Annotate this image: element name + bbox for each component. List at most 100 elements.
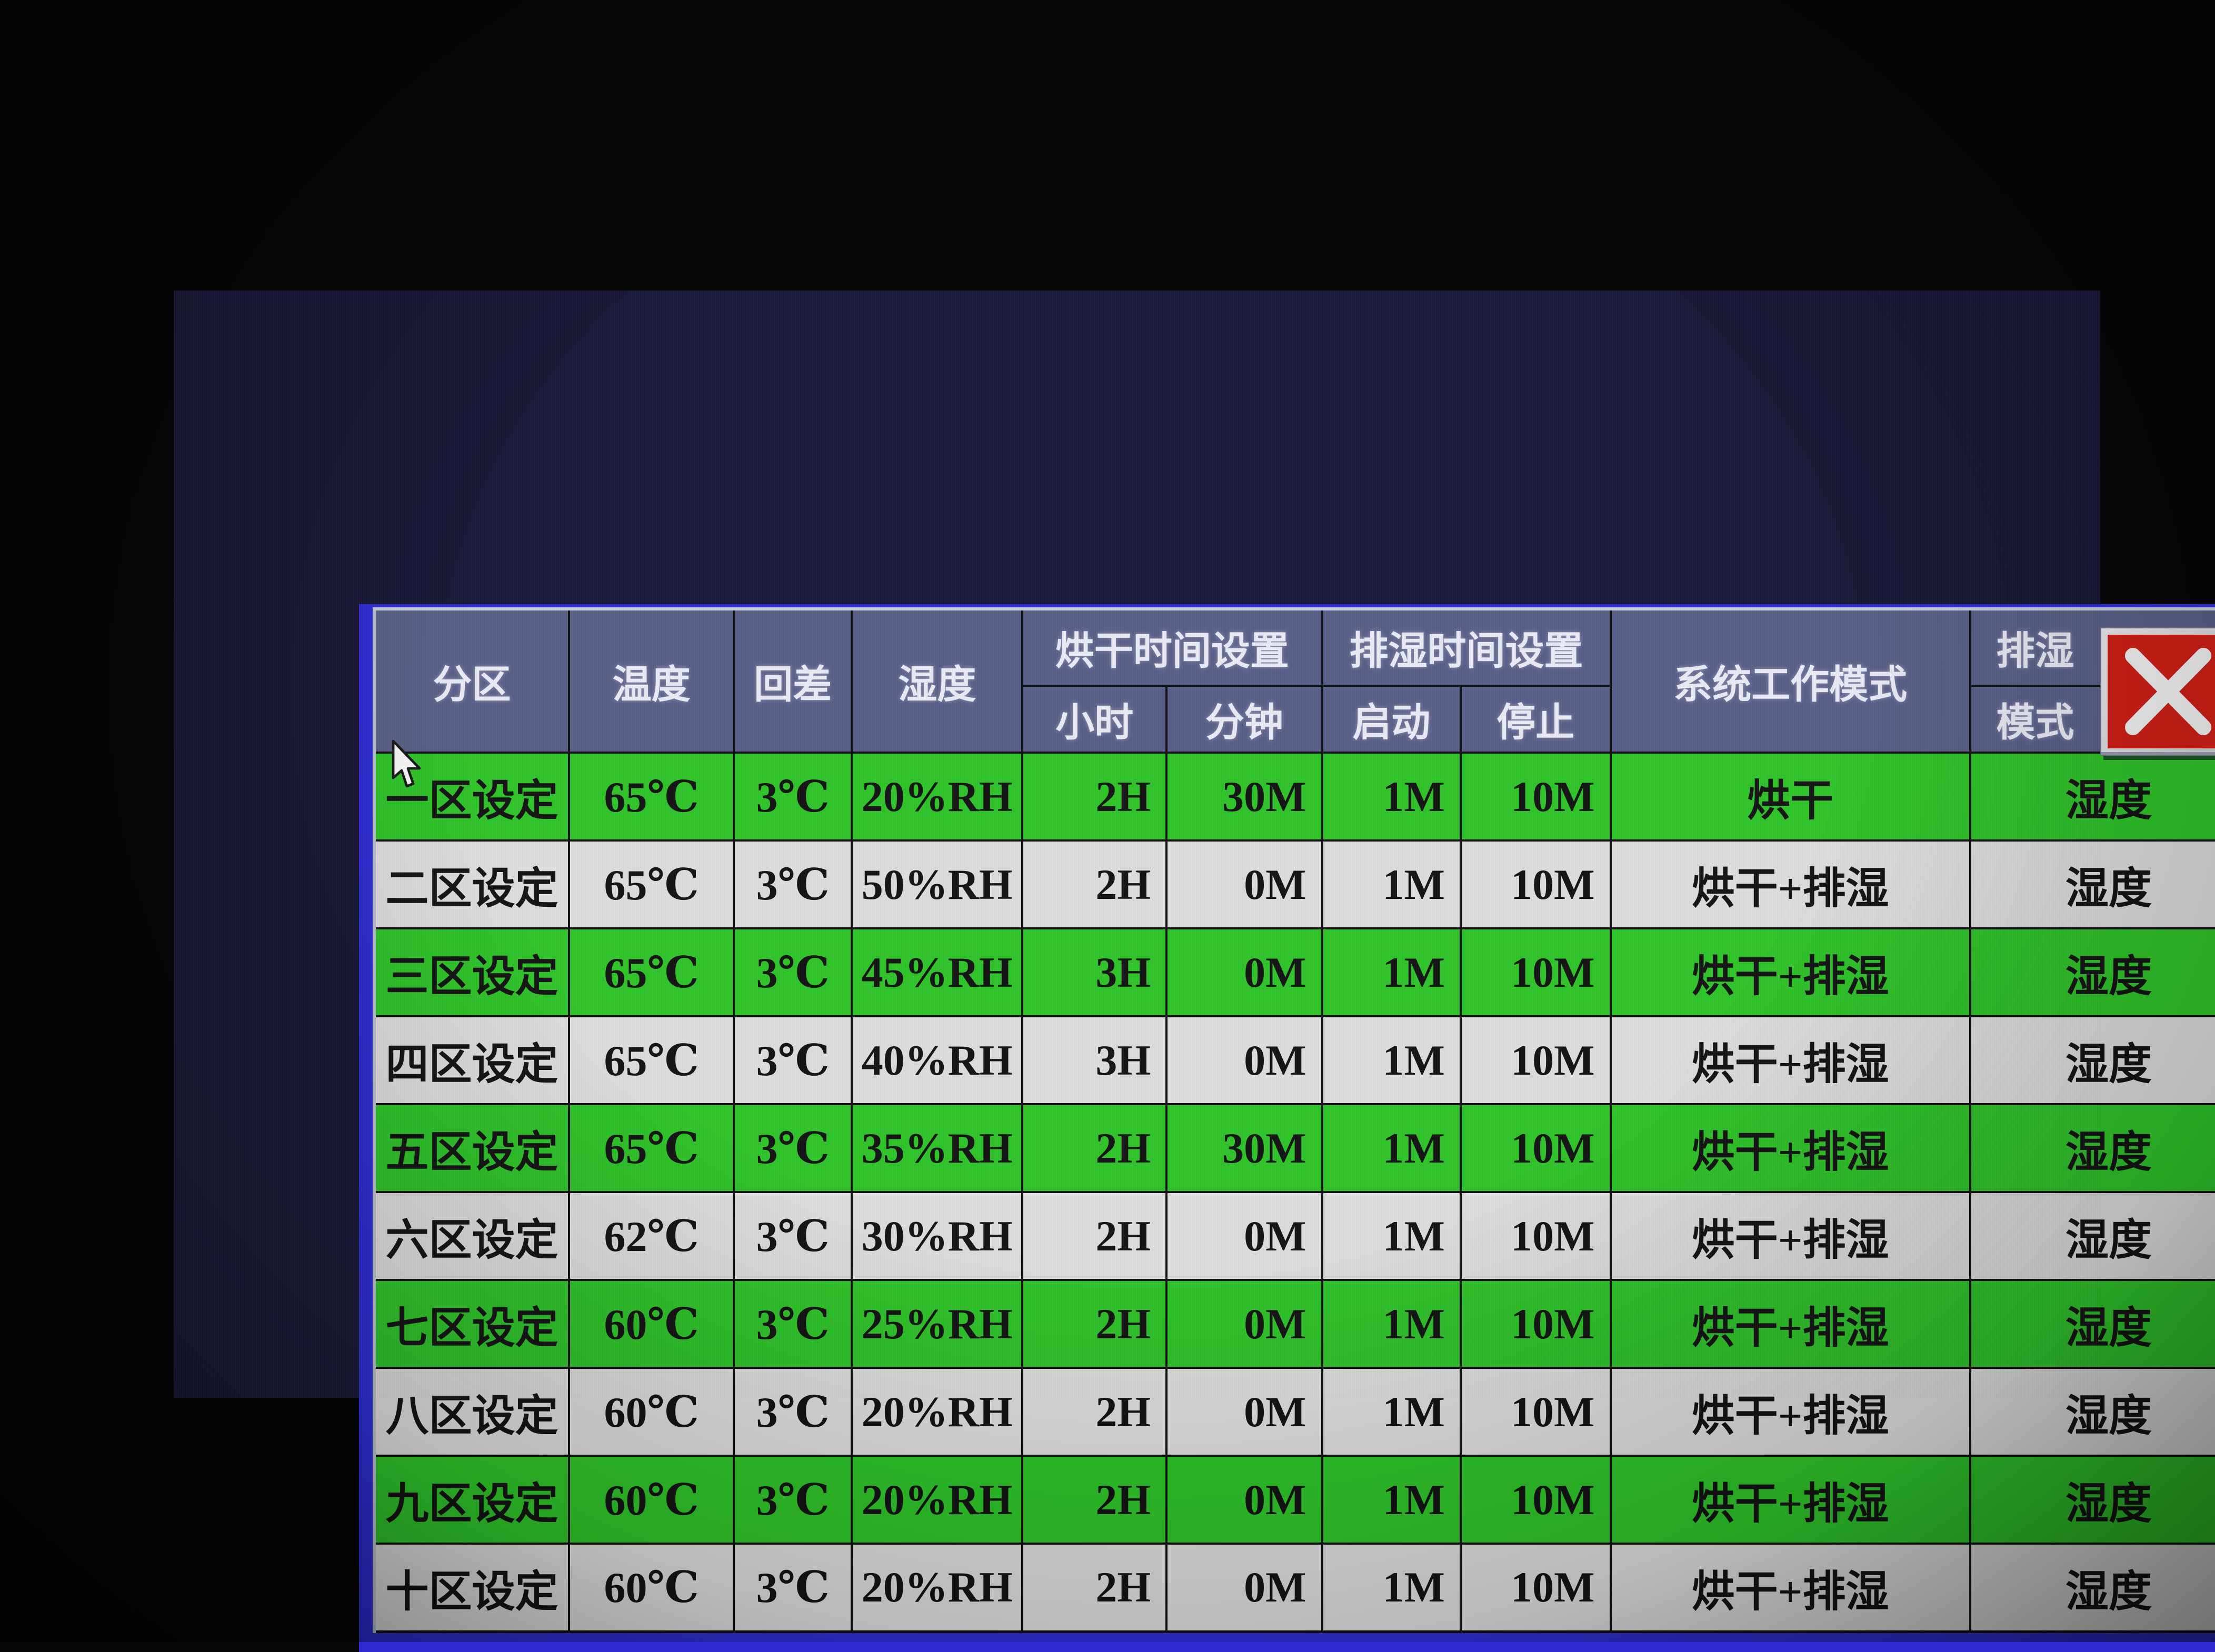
dehumidify-start-cell[interactable]: 1M xyxy=(1322,1192,1461,1280)
drying-hours-cell[interactable]: 2H xyxy=(1022,1104,1166,1192)
dehumidify-stop-cell[interactable]: 10M xyxy=(1461,1016,1611,1104)
temperature-setpoint-cell[interactable]: 60℃ xyxy=(569,1456,734,1544)
dehumidify-start-cell[interactable]: 1M xyxy=(1322,1544,1461,1631)
drying-hours-cell[interactable]: 2H xyxy=(1022,1280,1166,1368)
humidity-setpoint-cell[interactable]: 20%RH xyxy=(852,1368,1022,1456)
system-mode-cell[interactable]: 烘干+排湿 xyxy=(1611,840,1970,928)
dehumidify-mode-cell[interactable]: 湿度 xyxy=(1970,1544,2215,1631)
dehumidify-stop-cell[interactable]: 10M xyxy=(1461,1192,1611,1280)
dehumidify-stop-cell[interactable]: 10M xyxy=(1461,928,1611,1016)
system-mode-cell[interactable]: 烘干+排湿 xyxy=(1611,928,1970,1016)
drying-minutes-cell[interactable]: 0M xyxy=(1166,1368,1322,1456)
drying-hours-cell[interactable]: 2H xyxy=(1022,753,1166,840)
system-mode-cell[interactable]: 烘干+排湿 xyxy=(1611,1016,1970,1104)
drying-minutes-cell[interactable]: 0M xyxy=(1166,1456,1322,1544)
hysteresis-setpoint-cell[interactable]: 3℃ xyxy=(734,1456,852,1544)
temperature-setpoint-cell[interactable]: 65℃ xyxy=(569,840,734,928)
drying-minutes-cell[interactable]: 0M xyxy=(1166,1544,1322,1631)
hysteresis-setpoint-cell[interactable]: 3℃ xyxy=(734,1544,852,1631)
humidity-setpoint-cell[interactable]: 20%RH xyxy=(852,753,1022,840)
drying-minutes-cell[interactable]: 0M xyxy=(1166,1192,1322,1280)
humidity-setpoint-cell[interactable]: 20%RH xyxy=(852,1544,1022,1631)
temperature-setpoint-cell[interactable]: 65℃ xyxy=(569,753,734,840)
humidity-setpoint-cell[interactable]: 20%RH xyxy=(852,1456,1022,1544)
temperature-setpoint-cell[interactable]: 60℃ xyxy=(569,1280,734,1368)
temperature-setpoint-cell[interactable]: 60℃ xyxy=(569,1368,734,1456)
zone-label-cell: 七区设定 xyxy=(374,1280,569,1368)
dehumidify-mode-cell[interactable]: 湿度 xyxy=(1970,840,2215,928)
hysteresis-setpoint-cell[interactable]: 3℃ xyxy=(734,1280,852,1368)
zone-settings-row: 六区设定 62℃ 3℃ 30%RH 2H 0M 1M 10M 烘干+排湿 湿度 xyxy=(374,1192,2215,1280)
drying-minutes-cell[interactable]: 30M xyxy=(1166,1104,1322,1192)
system-mode-cell[interactable]: 烘干+排湿 xyxy=(1611,1456,1970,1544)
drying-hours-cell[interactable]: 3H xyxy=(1022,1016,1166,1104)
drying-hours-cell[interactable]: 2H xyxy=(1022,1544,1166,1631)
dehumidify-stop-cell[interactable]: 10M xyxy=(1461,1544,1611,1631)
humidity-setpoint-cell[interactable]: 50%RH xyxy=(852,840,1022,928)
drying-minutes-cell[interactable]: 0M xyxy=(1166,1016,1322,1104)
dehumidify-start-cell[interactable]: 1M xyxy=(1322,1016,1461,1104)
dehumidify-stop-cell[interactable]: 10M xyxy=(1461,1104,1611,1192)
dehumidify-stop-cell[interactable]: 10M xyxy=(1461,1280,1611,1368)
dehumidify-stop-cell[interactable]: 10M xyxy=(1461,1456,1611,1544)
hysteresis-setpoint-cell[interactable]: 3℃ xyxy=(734,1016,852,1104)
humidity-setpoint-cell[interactable]: 35%RH xyxy=(852,1104,1022,1192)
dehumidify-start-cell[interactable]: 1M xyxy=(1322,840,1461,928)
humidity-setpoint-cell[interactable]: 25%RH xyxy=(852,1280,1022,1368)
system-mode-cell[interactable]: 烘干+排湿 xyxy=(1611,1544,1970,1631)
close-button[interactable] xyxy=(2100,627,2215,756)
dehumidify-mode-cell[interactable]: 湿度 xyxy=(1970,1016,2215,1104)
system-mode-cell[interactable]: 烘干+排湿 xyxy=(1611,1192,1970,1280)
drying-minutes-cell[interactable]: 0M xyxy=(1166,840,1322,928)
dehumidify-stop-cell[interactable]: 10M xyxy=(1461,1368,1611,1456)
hysteresis-setpoint-cell[interactable]: 3℃ xyxy=(734,1104,852,1192)
system-mode-cell[interactable]: 烘干+排湿 xyxy=(1611,1104,1970,1192)
drying-hours-cell[interactable]: 2H xyxy=(1022,1456,1166,1544)
dehumidify-start-cell[interactable]: 1M xyxy=(1322,1456,1461,1544)
zone-label-cell: 二区设定 xyxy=(374,840,569,928)
humidity-setpoint-cell[interactable]: 45%RH xyxy=(852,928,1022,1016)
dehumidify-mode-cell[interactable]: 湿度 xyxy=(1970,1368,2215,1456)
dehumidify-stop-cell[interactable]: 10M xyxy=(1461,840,1611,928)
hysteresis-setpoint-cell[interactable]: 3℃ xyxy=(734,1368,852,1456)
system-mode-cell[interactable]: 烘干 xyxy=(1611,753,1970,840)
zone-label-cell: 四区设定 xyxy=(374,1016,569,1104)
temperature-setpoint-cell[interactable]: 65℃ xyxy=(569,1016,734,1104)
dehumidify-start-cell[interactable]: 1M xyxy=(1322,928,1461,1016)
dehumidify-start-cell[interactable]: 1M xyxy=(1322,753,1461,840)
zone-label-cell: 一区设定 xyxy=(374,753,569,840)
temperature-setpoint-cell[interactable]: 62℃ xyxy=(569,1192,734,1280)
dehumidify-start-cell[interactable]: 1M xyxy=(1322,1280,1461,1368)
dehumidify-mode-cell[interactable]: 湿度 xyxy=(1970,753,2215,840)
dehumidify-mode-cell[interactable]: 湿度 xyxy=(1970,1192,2215,1280)
drying-hours-cell[interactable]: 2H xyxy=(1022,1192,1166,1280)
dehumidify-start-cell[interactable]: 1M xyxy=(1322,1104,1461,1192)
dehumidify-mode-cell[interactable]: 湿度 xyxy=(1970,928,2215,1016)
drying-hours-cell[interactable]: 3H xyxy=(1022,928,1166,1016)
dehumidify-stop-cell[interactable]: 10M xyxy=(1461,753,1611,840)
system-mode-cell[interactable]: 烘干+排湿 xyxy=(1611,1280,1970,1368)
zone-settings-row: 九区设定 60℃ 3℃ 20%RH 2H 0M 1M 10M 烘干+排湿 湿度 xyxy=(374,1456,2215,1544)
temperature-setpoint-cell[interactable]: 60℃ xyxy=(569,1544,734,1631)
drying-minutes-cell[interactable]: 0M xyxy=(1166,1280,1322,1368)
dehumidify-mode-cell[interactable]: 湿度 xyxy=(1970,1456,2215,1544)
zone-label-cell: 三区设定 xyxy=(374,928,569,1016)
hysteresis-setpoint-cell[interactable]: 3℃ xyxy=(734,753,852,840)
close-x-icon xyxy=(2118,644,2215,739)
dehumidify-mode-cell[interactable]: 湿度 xyxy=(1970,1104,2215,1192)
drying-hours-cell[interactable]: 2H xyxy=(1022,1368,1166,1456)
drying-hours-cell[interactable]: 2H xyxy=(1022,840,1166,928)
drying-minutes-cell[interactable]: 30M xyxy=(1166,753,1322,840)
drying-minutes-cell[interactable]: 0M xyxy=(1166,928,1322,1016)
hysteresis-setpoint-cell[interactable]: 3℃ xyxy=(734,928,852,1016)
zone-settings-row: 四区设定 65℃ 3℃ 40%RH 3H 0M 1M 10M 烘干+排湿 湿度 xyxy=(374,1016,2215,1104)
dehumidify-mode-cell[interactable]: 湿度 xyxy=(1970,1280,2215,1368)
dehumidify-start-cell[interactable]: 1M xyxy=(1322,1368,1461,1456)
hysteresis-setpoint-cell[interactable]: 3℃ xyxy=(734,1192,852,1280)
system-mode-cell[interactable]: 烘干+排湿 xyxy=(1611,1368,1970,1456)
temperature-setpoint-cell[interactable]: 65℃ xyxy=(569,1104,734,1192)
temperature-setpoint-cell[interactable]: 65℃ xyxy=(569,928,734,1016)
hysteresis-setpoint-cell[interactable]: 3℃ xyxy=(734,840,852,928)
humidity-setpoint-cell[interactable]: 30%RH xyxy=(852,1192,1022,1280)
humidity-setpoint-cell[interactable]: 40%RH xyxy=(852,1016,1022,1104)
